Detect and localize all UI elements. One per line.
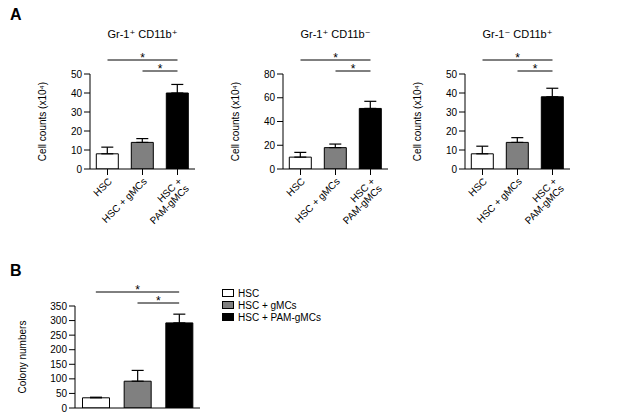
svg-text:Cell counts (x10⁴): Cell counts (x10⁴) — [412, 82, 423, 161]
svg-text:Colony numbers: Colony numbers — [17, 321, 28, 394]
svg-text:HSC +PAM-gMCs: HSC +PAM-gMCs — [334, 176, 385, 227]
svg-text:20: 20 — [71, 126, 83, 137]
svg-text:50: 50 — [446, 69, 458, 80]
svg-text:50: 50 — [56, 388, 68, 399]
svg-text:*: * — [135, 283, 140, 297]
svg-text:40: 40 — [446, 88, 458, 99]
svg-text:80: 80 — [264, 69, 276, 80]
svg-text:150: 150 — [50, 359, 67, 370]
html-text:A: A — [10, 6, 22, 23]
svg-text:20: 20 — [264, 140, 276, 151]
html-text:Gr-1⁻ CD11b⁺: Gr-1⁻ CD11b⁺ — [482, 28, 553, 40]
svg-text:20: 20 — [446, 126, 458, 137]
svg-text:30: 30 — [446, 107, 458, 118]
svg-text:*: * — [515, 51, 520, 65]
html-text:HSC: HSC — [238, 287, 260, 299]
svg-text:*: * — [140, 51, 145, 65]
svg-text:300: 300 — [50, 315, 67, 326]
html-text:HSC + gMCs: HSC + gMCs — [238, 299, 297, 311]
svg-text:HSC + gMCs: HSC + gMCs — [475, 176, 524, 225]
svg-text:Cell counts (x10⁴): Cell counts (x10⁴) — [37, 82, 48, 161]
svg-text:HSC +PAM-gMCs: HSC +PAM-gMCs — [516, 176, 567, 227]
svg-text:*: * — [351, 62, 356, 76]
svg-text:HSC: HSC — [91, 176, 114, 199]
svg-text:Cell counts (x10⁴): Cell counts (x10⁴) — [230, 82, 241, 161]
svg-text:10: 10 — [71, 145, 83, 156]
svg-text:0: 0 — [269, 164, 275, 175]
svg-text:40: 40 — [71, 88, 83, 99]
svg-text:HSC: HSC — [284, 176, 307, 199]
svg-text:*: * — [533, 62, 538, 76]
html-text:Gr-1⁺ CD11b⁻: Gr-1⁺ CD11b⁻ — [300, 28, 371, 40]
svg-text:50: 50 — [71, 69, 83, 80]
svg-text:0: 0 — [451, 164, 457, 175]
svg-text:40: 40 — [264, 116, 276, 127]
svg-text:*: * — [156, 294, 161, 308]
svg-text:HSC: HSC — [466, 176, 489, 199]
svg-text:30: 30 — [71, 107, 83, 118]
svg-text:0: 0 — [76, 164, 82, 175]
svg-text:350: 350 — [50, 301, 67, 312]
svg-text:60: 60 — [264, 92, 276, 103]
svg-text:0: 0 — [61, 403, 67, 412]
html-text:B: B — [10, 262, 22, 279]
svg-text:10: 10 — [446, 145, 458, 156]
svg-text:*: * — [158, 62, 163, 76]
svg-text:*: * — [333, 51, 338, 65]
svg-text:100: 100 — [50, 373, 67, 384]
html-text:Gr-1⁺ CD11b⁺: Gr-1⁺ CD11b⁺ — [107, 28, 178, 40]
svg-text:HSC + gMCs: HSC + gMCs — [100, 176, 149, 225]
svg-text:HSC + gMCs: HSC + gMCs — [293, 176, 342, 225]
svg-text:HSC +PAM-gMCs: HSC +PAM-gMCs — [141, 176, 192, 227]
svg-text:250: 250 — [50, 330, 67, 341]
svg-text:200: 200 — [50, 344, 67, 355]
html-text:HSC + PAM-gMCs: HSC + PAM-gMCs — [238, 311, 321, 323]
